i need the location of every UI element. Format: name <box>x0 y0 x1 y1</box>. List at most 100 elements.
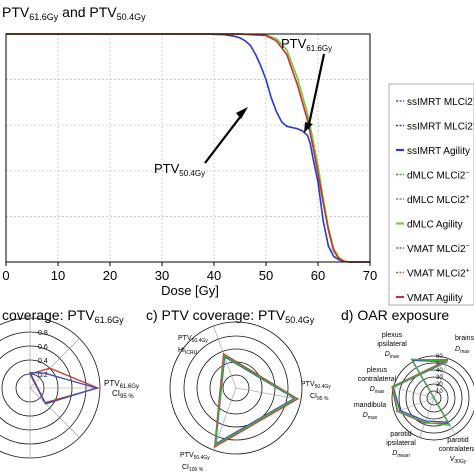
radar-ring <box>419 383 449 413</box>
radar-ring <box>426 390 442 406</box>
oar-label-6-line1: parotid <box>447 437 469 444</box>
legend-entry-label: ssIMRT MLCi2− <box>407 96 474 108</box>
radar-b-rings: 0.2 0.4 0.6 0.8 <box>0 317 101 459</box>
dvh-series-line <box>6 33 370 263</box>
dvh-series-line <box>6 33 370 263</box>
legend-entry-label: VMAT MLCi2− <box>407 243 470 255</box>
dvh-series-line <box>6 33 370 263</box>
radar-ring <box>391 355 474 441</box>
radar-spoke <box>433 358 449 399</box>
oar-label-1-line1: plexus <box>382 332 403 339</box>
radar-series-polygon <box>214 354 298 447</box>
radar-c-series <box>213 352 299 449</box>
oar-label-2-line1: brainstem <box>455 335 474 342</box>
radar-b-panel: coverage: PTV61.6Gy 0.2 0.4 0.6 0.8 PTV61.6… <box>0 307 139 459</box>
arrowhead-50-icon <box>236 107 248 119</box>
radar-spoke <box>393 386 435 399</box>
radar-c-axis-label-4: CI95 % <box>310 393 329 402</box>
oar-label-6-line2: contralateral <box>439 446 474 453</box>
legend-entry-label: VMAT Agility <box>407 293 463 304</box>
oar-label-5-line1: parotid <box>390 431 412 438</box>
oar-label-6-dose: V30Gy <box>450 456 467 465</box>
radar-spoke <box>29 387 80 438</box>
dvh-series-line <box>6 33 370 263</box>
oar-label-5-dose: Dmean <box>392 450 410 459</box>
dvh-x-tick-label: 50 <box>259 268 273 283</box>
oar-label-3-dose: Dmax <box>370 386 385 395</box>
radar-spoke <box>394 397 435 413</box>
dvh-x-tick-label: 30 <box>155 268 169 283</box>
oar-label-1-dose: Dmax <box>385 351 400 360</box>
radar-ring <box>169 321 303 455</box>
radar-d-ring-label: 20 <box>436 382 443 388</box>
legend-entry-label: dMLC Agility <box>407 220 463 231</box>
dvh-x-tick-label: 60 <box>311 268 325 283</box>
radar-series-polygon <box>213 352 299 449</box>
dvh-series-line <box>6 33 370 263</box>
dvh-xlabel: Dose [Gy] <box>161 283 219 298</box>
radar-d-ring-label: 10 <box>436 389 443 395</box>
legend-box <box>388 83 474 306</box>
radar-d-ring-label: 30 <box>436 375 443 381</box>
dvh-grid <box>6 34 370 262</box>
dvh-x-tick-label: 10 <box>51 268 65 283</box>
oar-label-4-line1: mandibula <box>354 402 386 409</box>
dvh-series-line <box>6 33 370 263</box>
oar-label-4-dose: Dmax <box>363 412 378 421</box>
radar-d-series <box>391 358 452 427</box>
dvh-title: PTV61.6Gy and PTV50.4Gy <box>2 4 146 22</box>
radar-c-panel: c) PTV coverage: PTV50.4Gy PTV50.4Gy HII… <box>146 307 331 473</box>
dvh-x-tick-label: 0 <box>2 268 9 283</box>
radar-b-axis-label-2: CI95 % <box>112 389 134 400</box>
radar-spoke <box>235 387 302 400</box>
radar-d-ring-label: 40 <box>436 368 443 374</box>
annotation-ptv-50: PTV50.4Gy <box>154 161 205 178</box>
dvh-x-tick-label: 70 <box>363 268 377 283</box>
radar-spoke <box>213 387 237 451</box>
radar-c-rings <box>169 321 303 455</box>
dvh-x-tick-label: 40 <box>207 268 221 283</box>
radar-spoke <box>29 338 80 389</box>
legend-entry-label: VMAT MLCi2+ <box>407 268 470 280</box>
oar-label-2-dose: Dmax <box>455 346 470 355</box>
legend-entry-label: dMLC MLCi2+ <box>407 194 469 206</box>
radar-ring <box>183 335 289 441</box>
radar-b-title: coverage: PTV61.6Gy <box>2 307 124 325</box>
dvh-panel: PTV61.6Gy and PTV50.4Gy 0 10 20 30 40 50 60 70 … <box>2 4 474 306</box>
radar-b-ring-label: 0.6 <box>38 344 48 351</box>
oar-label-3-line1: plexus <box>367 367 388 374</box>
dvh-x-tick-label: 20 <box>103 268 117 283</box>
radar-spoke <box>419 397 435 438</box>
radar-c-axis-label-2: HIICRU <box>178 347 198 356</box>
radar-b-ring-label: 0.8 <box>38 330 48 337</box>
radar-d-axis-labels: plexus ipsilateral Dmax brainstem Dmax p… <box>354 332 474 465</box>
radar-ring <box>398 362 470 434</box>
radar-ring <box>196 348 276 428</box>
radar-ring <box>222 374 250 402</box>
radar-ring <box>405 369 463 427</box>
radar-c-axis-label-1: PTV50.4Gy <box>178 335 208 344</box>
oar-label-3-line2: contralateral <box>358 376 397 383</box>
radar-series-polygon <box>28 371 99 405</box>
radar-d-ring-label: 60 <box>436 354 443 360</box>
radar-b-ring-label: 0.4 <box>38 358 48 365</box>
dvh-series-group <box>6 33 370 263</box>
dvh-series-line <box>6 33 370 263</box>
oar-label-5-line2: ipsilateral <box>386 440 416 447</box>
radar-b-ring-label: 0.2 <box>38 372 48 379</box>
radar-b-series <box>28 367 100 405</box>
arrowhead-61-icon <box>304 122 313 133</box>
legend-entry-label: dMLC MLCi2− <box>407 170 469 182</box>
oar-label-1-line2: ipsilateral <box>377 341 407 348</box>
legend-entry-label: ssIMRT Agility <box>407 146 470 157</box>
legend-entry-label: ssIMRT MLCi2+ <box>407 121 474 133</box>
radar-series-polygon <box>392 358 452 427</box>
annotation-ptv-61: PTV61.6Gy <box>281 36 332 53</box>
dvh-series-line <box>6 33 370 263</box>
dvh-plot-frame <box>5 33 371 263</box>
radar-c-axis-label-5: PTV50.4Gy <box>180 452 210 461</box>
annotation-arrow-50 <box>204 111 245 164</box>
